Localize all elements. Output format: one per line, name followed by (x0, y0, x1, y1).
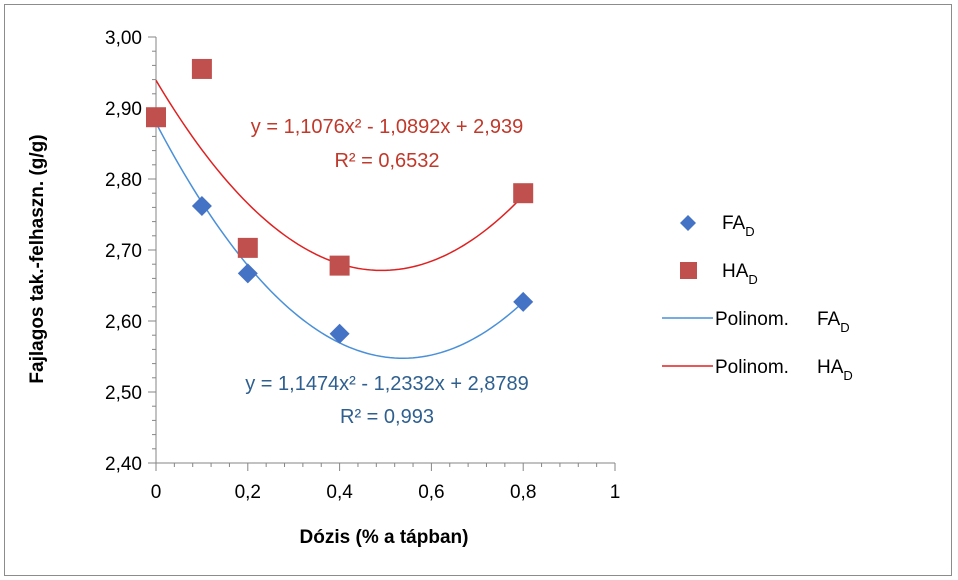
x-tick-label: 0,2 (235, 482, 261, 503)
data-point-fa (513, 291, 534, 312)
legend-label-ha-sub: D (748, 272, 757, 287)
legend-label-poly-fa-series: FA (817, 309, 841, 330)
legend-label-poly-ha-sub: D (843, 368, 852, 383)
legend: FAD HAD Polinom. FAD Polinom. HAD (662, 213, 853, 383)
y-tick-label: 2,80 (105, 170, 142, 191)
trendline-equation-fa: y = 1,1474x² - 1,2332x + 2,8789 (245, 373, 529, 395)
legend-diamond-marker (680, 215, 696, 231)
data-points (146, 58, 534, 344)
x-tick-label: 0 (151, 482, 162, 503)
svg-text:Polinom.FAD: Polinom. FAD (715, 309, 850, 335)
legend-square-marker (680, 262, 697, 279)
legend-label-ha: HA (722, 261, 749, 282)
y-tick-label: 2,50 (105, 383, 142, 404)
trendline-r2-ha: R² = 0,6532 (334, 150, 439, 172)
y-tick-label: 2,60 (105, 312, 142, 333)
legend-label-poly-ha: Polinom. (715, 357, 789, 378)
legend-label-fa-sub: D (745, 224, 754, 239)
data-point-fa (237, 263, 258, 284)
trendline-ha (155, 79, 524, 272)
data-point-fa (329, 323, 350, 344)
data-point-ha (237, 237, 258, 258)
y-tick-label: 2,40 (105, 454, 142, 475)
trendline-equation-ha: y = 1,1076x² - 1,0892x + 2,939 (251, 116, 523, 138)
legend-label-fa: FA (722, 213, 746, 234)
legend-item-fa: FAD (680, 213, 755, 239)
x-axis-title: Dózis (% a tápban) (300, 527, 469, 548)
x-tick-label: 1 (610, 482, 621, 503)
y-tick-label: 3,00 (105, 28, 142, 49)
y-axis-title: Fajlagos tak.-felhaszn. (g/g) (27, 134, 48, 383)
chart-frame: 2,40 2,50 2,60 2,70 2,80 2,90 3,00 0 0,2 0,4 0,6 0,… (4, 4, 952, 576)
svg-text:HAD: HAD (722, 261, 758, 287)
data-point-ha (329, 255, 350, 276)
legend-label-poly-fa: Polinom. (715, 309, 789, 330)
legend-label-poly-fa-sub: D (840, 320, 849, 335)
data-point-fa (191, 195, 212, 216)
chart-svg: 2,40 2,50 2,60 2,70 2,80 2,90 3,00 0 0,2 0,4 0,6 0,… (27, 28, 853, 548)
legend-label-poly-ha-series: HA (817, 357, 844, 378)
x-tick-label: 0,4 (326, 482, 353, 503)
x-tick-label: 0,8 (510, 482, 536, 503)
data-point-ha (513, 183, 534, 204)
data-point-ha (146, 107, 166, 128)
y-tick-label: 2,90 (105, 99, 142, 120)
legend-item-poly-ha: Polinom. HAD (662, 357, 853, 383)
legend-item-ha: HAD (680, 261, 758, 287)
svg-text:Polinom.HAD: Polinom. HAD (715, 357, 853, 383)
svg-text:FAD: FAD (722, 213, 755, 239)
data-point-ha (191, 58, 212, 79)
axes: 2,40 2,50 2,60 2,70 2,80 2,90 3,00 0 0,2 0,4 0,6 0,… (105, 28, 620, 503)
y-tick-label: 2,70 (105, 241, 142, 262)
x-tick-label: 0,6 (418, 482, 444, 503)
legend-item-poly-fa: Polinom. FAD (662, 309, 850, 335)
trendline-r2-fa: R² = 0,993 (340, 406, 434, 428)
